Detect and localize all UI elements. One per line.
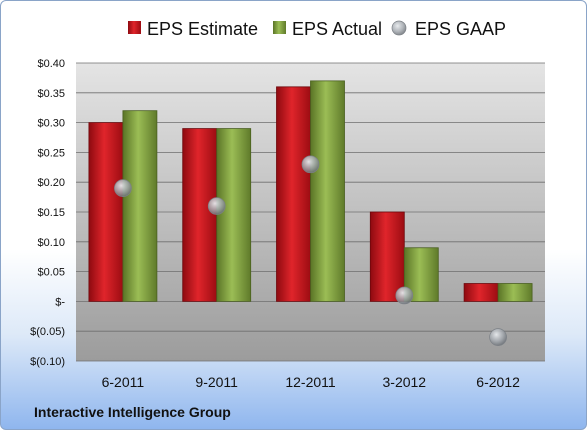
gaap-marker <box>489 328 507 347</box>
y-tick-label: $0.05 <box>37 267 65 279</box>
bar-eps-estimate <box>369 211 405 302</box>
y-tick-label: $0.40 <box>37 58 65 70</box>
y-tick-label: $0.25 <box>37 147 65 159</box>
bars <box>88 80 533 302</box>
legend-label-gaap: EPS GAAP <box>415 19 506 39</box>
y-tick-label: $0.35 <box>37 88 65 100</box>
x-category-label: 12-2011 <box>285 374 336 390</box>
y-tick-label: $0.10 <box>37 237 65 249</box>
y-axis-tick-labels: $(0.10) $(0.05) $- $0.05 $0.10 $0.15 $0.20 $0.2… <box>30 58 65 368</box>
legend-item-estimate: EPS Estimate <box>128 19 258 39</box>
bar-eps-actual <box>216 128 252 302</box>
legend-item-actual: EPS Actual <box>273 19 382 39</box>
legend-label-actual: EPS Actual <box>292 19 382 39</box>
legend: EPS Estimate EPS Actual EPS GAAP <box>128 19 506 39</box>
y-tick-label: $0.15 <box>37 207 65 219</box>
legend-label-estimate: EPS Estimate <box>147 19 258 39</box>
bar-eps-actual <box>310 80 345 302</box>
bar-eps-estimate <box>88 122 124 302</box>
y-tick-label: $- <box>55 296 65 308</box>
bar-eps-actual <box>122 110 158 302</box>
x-category-label: 3-2012 <box>383 374 427 390</box>
y-tick-label: $0.30 <box>37 118 65 130</box>
legend-swatch-estimate <box>128 21 141 34</box>
x-category-label: 6-2012 <box>476 374 520 390</box>
bar-eps-estimate <box>182 128 218 302</box>
company-name: Interactive Intelligence Group <box>34 404 231 420</box>
bar-eps-estimate <box>276 86 311 302</box>
gaap-marker <box>301 155 320 174</box>
y-tick-label: $(0.05) <box>30 326 65 338</box>
gaap-marker <box>395 286 414 305</box>
legend-item-gaap: EPS GAAP <box>391 19 506 39</box>
gaap-marker <box>207 197 226 215</box>
legend-marker-gaap <box>391 20 407 36</box>
bar-eps-actual <box>497 283 533 302</box>
x-category-label: 6-2011 <box>102 374 145 390</box>
gaap-markers <box>114 155 507 347</box>
y-tick-label: $(0.10) <box>30 356 65 368</box>
bar-eps-estimate <box>463 283 499 302</box>
gaap-marker <box>114 179 132 198</box>
legend-swatch-actual <box>273 21 286 34</box>
x-axis-category-labels: 6-2011 9-2011 12-2011 3-2012 6-2012 <box>102 374 520 390</box>
x-category-label: 9-2011 <box>195 374 238 390</box>
y-tick-label: $0.20 <box>37 177 65 189</box>
